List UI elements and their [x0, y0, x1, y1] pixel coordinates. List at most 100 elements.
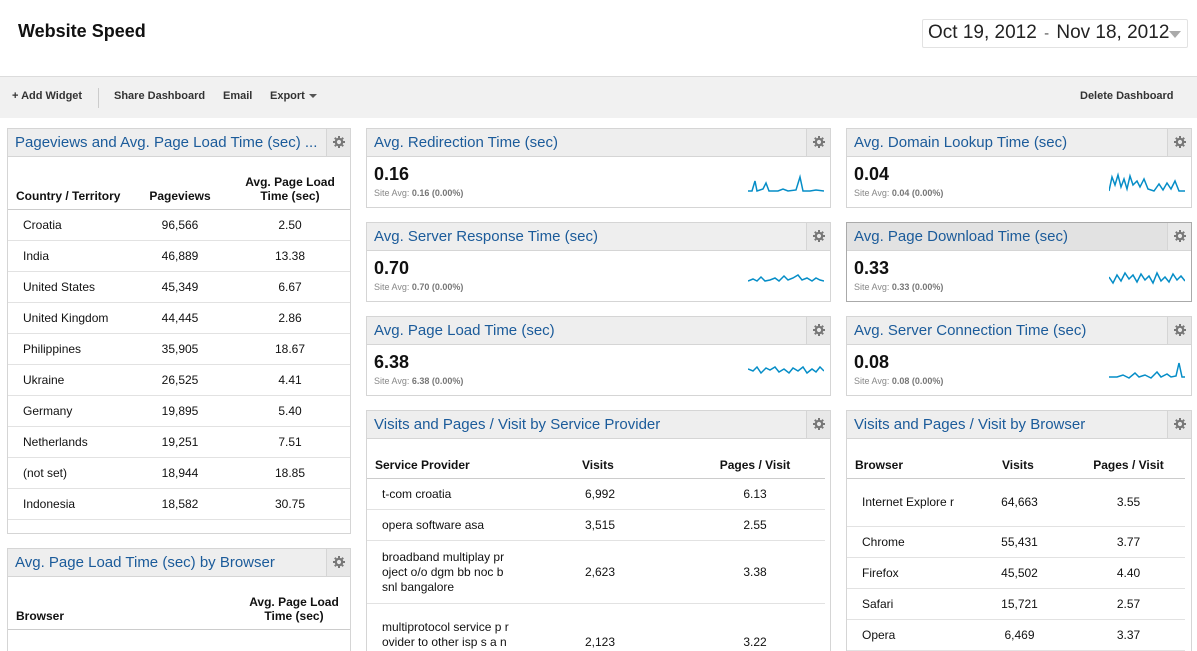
metric-value: 0.16	[374, 164, 410, 184]
table-cell: 44,445	[130, 302, 230, 334]
share-dashboard-button[interactable]: Share Dashboard	[114, 90, 206, 102]
table-cell[interactable]: Philippines	[8, 333, 130, 365]
table-row: Philippines 35,905 18.67	[8, 333, 350, 365]
export-button[interactable]: Export	[270, 90, 317, 102]
column-header: Service Provider	[367, 458, 515, 479]
table-row: Chrome 55,431 3.77	[847, 526, 1185, 558]
table-cell[interactable]: United Kingdom	[8, 302, 130, 334]
gear-icon[interactable]	[1167, 129, 1191, 156]
table-cell[interactable]: Croatia	[8, 209, 130, 241]
table-row: multiprotocol service p rovider to other…	[367, 603, 825, 651]
gear-icon[interactable]	[806, 129, 830, 156]
sparkline	[1109, 271, 1185, 285]
widget-country-pageviews: Pageviews and Avg. Page Load Time (sec) …	[7, 128, 351, 534]
widget-title[interactable]: Pageviews and Avg. Page Load Time (sec) …	[15, 134, 318, 151]
widget-header: Avg. Page Download Time (sec)	[847, 223, 1191, 251]
table-cell[interactable]: (not set)	[8, 457, 130, 489]
email-button[interactable]: Email	[223, 90, 253, 102]
widget-title[interactable]: Avg. Server Response Time (sec)	[374, 228, 598, 245]
table-cell[interactable]: Indonesia	[8, 488, 130, 520]
table-cell[interactable]: Chrome	[847, 526, 967, 558]
site-avg: Site Avg: 0.33 (0.00%)	[854, 282, 943, 292]
table-cell[interactable]: Ukraine	[8, 364, 130, 396]
country-table: Country / Territory Pageviews Avg. Page …	[8, 175, 350, 520]
table-cell: 18.85	[230, 457, 350, 489]
date-range-picker[interactable]: Oct 19, 2012 - Nov 18, 2012	[922, 19, 1188, 48]
sparkline	[748, 365, 824, 375]
widget-redirection-time: Avg. Redirection Time (sec) 0.16 Site Av…	[366, 128, 831, 208]
widget-title[interactable]: Avg. Server Connection Time (sec)	[854, 322, 1087, 339]
column-header: Pages / Visit	[1072, 458, 1185, 479]
browser-table: Browser Visits Pages / Visit Internet Ex…	[847, 458, 1185, 651]
table-cell[interactable]: United States	[8, 271, 130, 303]
widget-browser-load-time: Avg. Page Load Time (sec) by Browser Bro…	[7, 548, 351, 651]
gear-icon[interactable]	[1167, 223, 1191, 250]
gear-icon[interactable]	[326, 129, 350, 156]
column-header: Browser	[8, 595, 238, 630]
table-cell[interactable]: Internet Explore r	[847, 478, 967, 527]
table-cell: 55,431	[967, 526, 1072, 558]
add-widget-button[interactable]: + Add Widget	[12, 90, 83, 102]
widget-title[interactable]: Avg. Domain Lookup Time (sec)	[854, 134, 1068, 151]
column-header: Avg. Page Load Time (sec)	[230, 175, 350, 210]
table-row: Internet Explore r 64,663 3.55	[847, 478, 1185, 527]
table-row: t-com croatia 6,992 6.13	[367, 478, 825, 510]
table-cell: 2,623	[515, 540, 685, 604]
site-avg: Site Avg: 6.38 (0.00%)	[374, 376, 463, 386]
page-header: Website Speed Oct 19, 2012 - Nov 18, 201…	[0, 0, 1197, 76]
site-avg: Site Avg: 0.08 (0.00%)	[854, 376, 943, 386]
widget-title[interactable]: Avg. Page Load Time (sec)	[374, 322, 555, 339]
metric-value: 0.70	[374, 258, 410, 278]
gear-icon[interactable]	[326, 549, 350, 576]
table-cell: 3.37	[1072, 619, 1185, 651]
table-cell: 6,469	[967, 619, 1072, 651]
table-cell: 3.55	[1072, 478, 1185, 527]
column-header: Browser	[847, 458, 967, 479]
gear-icon[interactable]	[1167, 317, 1191, 344]
widget-title[interactable]: Avg. Redirection Time (sec)	[374, 134, 558, 151]
widget-page-load-time: Avg. Page Load Time (sec) 6.38 Site Avg:…	[366, 316, 831, 396]
gear-icon[interactable]	[806, 317, 830, 344]
table-cell[interactable]: multiprotocol service p rovider to other…	[367, 603, 515, 651]
table-cell[interactable]: India	[8, 240, 130, 272]
table-row: Germany 19,895 5.40	[8, 395, 350, 427]
metric-value: 0.04	[854, 164, 890, 184]
widget-title[interactable]: Avg. Page Load Time (sec) by Browser	[15, 554, 275, 571]
table-cell: 64,663	[967, 478, 1072, 527]
table-cell[interactable]: Netherlands	[8, 426, 130, 458]
table-row: United States 45,349 6.67	[8, 271, 350, 303]
widget-title[interactable]: Visits and Pages / Visit by Service Prov…	[374, 416, 661, 433]
column-header: Visits	[515, 458, 685, 479]
table-cell[interactable]: broadband multiplay pr oject o/o dgm bb …	[367, 540, 515, 604]
gear-icon[interactable]	[806, 223, 830, 250]
table-cell[interactable]: opera software asa	[367, 509, 515, 541]
column-header: Avg. Page Load Time (sec)	[238, 595, 350, 630]
table-cell: 2.55	[685, 509, 825, 541]
table-cell: 6,992	[515, 478, 685, 510]
table-cell: 19,895	[130, 395, 230, 427]
widget-title[interactable]: Avg. Page Download Time (sec)	[854, 228, 1068, 245]
table-row: United Kingdom 44,445 2.86	[8, 302, 350, 334]
table-cell[interactable]: Germany	[8, 395, 130, 427]
metric-value: 6.38	[374, 352, 410, 372]
gear-icon[interactable]	[806, 411, 830, 438]
table-cell: 45,349	[130, 271, 230, 303]
table-cell: 7.51	[230, 426, 350, 458]
table-cell[interactable]: Firefox	[847, 557, 967, 589]
table-row: India 46,889 13.38	[8, 240, 350, 272]
table-cell[interactable]: Safari	[847, 588, 967, 620]
delete-dashboard-button[interactable]: Delete Dashboard	[1080, 90, 1174, 102]
table-cell: 13.38	[230, 240, 350, 272]
widget-header: Avg. Domain Lookup Time (sec)	[847, 129, 1191, 157]
date-separator: -	[1044, 25, 1050, 42]
table-row: opera software asa 3,515 2.55	[367, 509, 825, 541]
widget-header: Visits and Pages / Visit by Service Prov…	[367, 411, 830, 439]
widget-title[interactable]: Visits and Pages / Visit by Browser	[854, 416, 1086, 433]
table-cell: 35,905	[130, 333, 230, 365]
gear-icon[interactable]	[1167, 411, 1191, 438]
table-cell[interactable]: Opera	[847, 619, 967, 651]
table-cell: 5.40	[230, 395, 350, 427]
table-row: broadband multiplay pr oject o/o dgm bb …	[367, 540, 825, 604]
table-cell[interactable]: t-com croatia	[367, 478, 515, 510]
site-avg-value: 0.70 (0.00%)	[411, 282, 464, 292]
